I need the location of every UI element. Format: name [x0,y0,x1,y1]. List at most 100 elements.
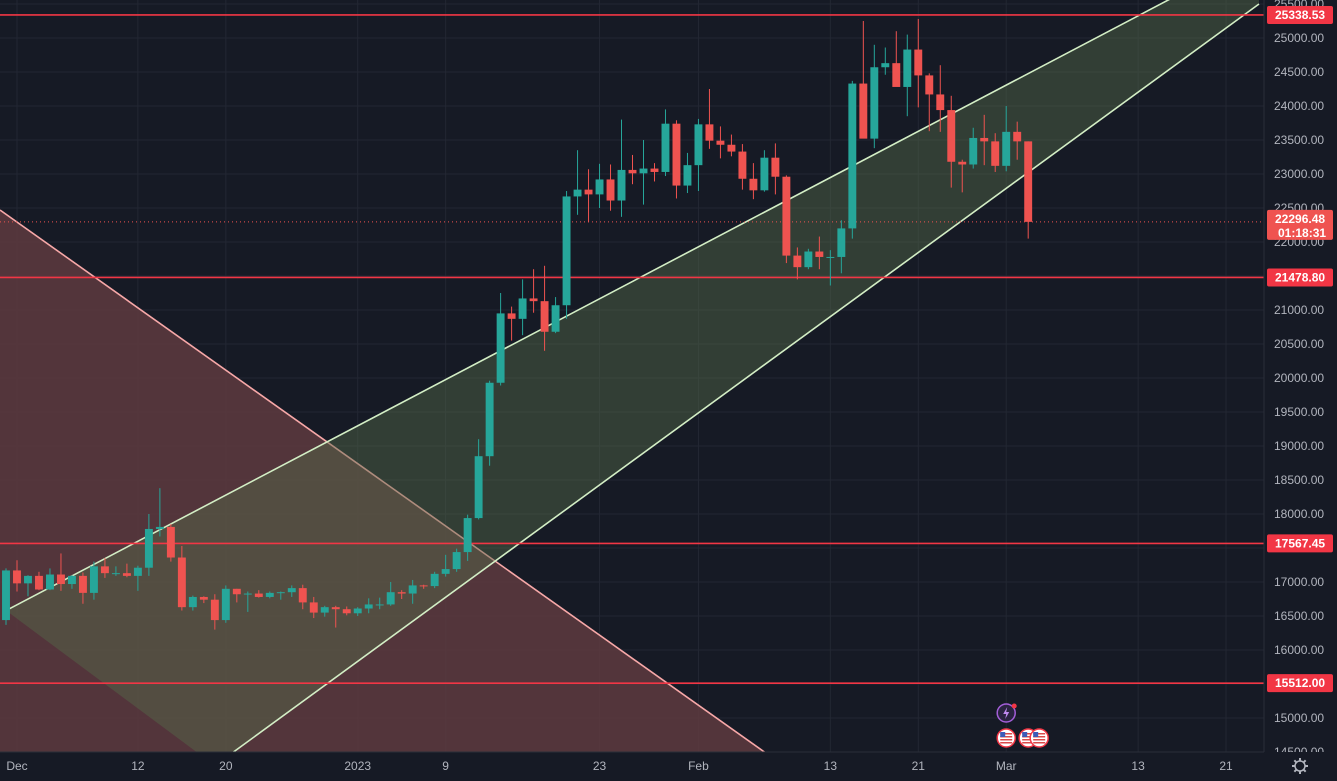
candle[interactable] [419,584,428,589]
candle[interactable] [540,265,549,351]
candle[interactable] [430,571,439,589]
candle[interactable] [771,143,780,195]
level-price-tag[interactable] [1267,268,1333,287]
channel-upper-line[interactable] [5,0,1259,612]
candle[interactable] [496,293,505,386]
candle[interactable] [518,279,527,336]
candle[interactable] [903,34,912,117]
channel-lower-line[interactable] [215,3,1260,766]
candle[interactable] [694,118,703,191]
candle[interactable] [793,247,802,280]
candle[interactable] [804,248,813,270]
candle[interactable] [177,545,186,611]
candle[interactable] [2,568,10,625]
descending-trend-line[interactable] [0,209,765,752]
candle[interactable] [35,571,43,591]
candle[interactable] [914,18,923,108]
candle[interactable] [936,65,945,132]
candle[interactable] [573,150,582,215]
candle[interactable] [78,572,87,604]
candle[interactable] [958,159,967,193]
candle[interactable] [342,606,351,616]
candle[interactable] [46,568,54,591]
candle[interactable] [815,236,824,270]
candle[interactable] [276,591,285,600]
candle[interactable] [56,553,65,591]
candle[interactable] [364,598,373,614]
candle[interactable] [859,21,868,139]
candle[interactable] [716,126,725,159]
candle[interactable] [892,31,901,87]
candle[interactable] [232,588,241,603]
lightning-icon[interactable] [996,703,1017,723]
candle[interactable] [122,563,131,578]
candle[interactable] [298,584,307,610]
level-price-tag[interactable] [1267,5,1333,24]
candle[interactable] [24,575,32,597]
candle[interactable] [595,163,604,208]
candle[interactable] [397,590,406,599]
candle[interactable] [166,524,175,562]
candle[interactable] [375,597,384,610]
candle[interactable] [199,596,208,604]
candle[interactable] [617,119,626,217]
candle[interactable] [925,73,934,132]
candle[interactable] [210,594,219,630]
candle[interactable] [639,140,648,205]
candle[interactable] [155,488,164,537]
level-price-tag[interactable] [1267,534,1333,553]
candle[interactable] [408,579,417,604]
candle[interactable] [947,95,956,188]
price-axis[interactable]: 14500.0015000.0015500.0016000.0016500.00… [1263,0,1337,781]
candle[interactable] [848,80,857,239]
candle[interactable] [782,175,791,264]
candle[interactable] [287,585,296,597]
candle[interactable] [331,605,340,628]
candle[interactable] [1024,141,1033,239]
candle[interactable] [826,250,835,286]
candle[interactable] [870,44,879,149]
candle[interactable] [980,114,989,166]
candle[interactable] [452,548,461,572]
candle[interactable] [507,306,516,341]
candle[interactable] [89,561,98,600]
current-price-tag[interactable] [1267,209,1333,240]
candle[interactable] [1002,106,1011,172]
candle[interactable] [144,514,153,576]
candle[interactable] [683,152,692,194]
candle[interactable] [551,297,560,334]
candle[interactable] [672,120,681,199]
candle[interactable] [441,554,450,577]
candle[interactable] [309,596,318,619]
candle[interactable] [628,154,637,185]
candle[interactable] [188,595,197,611]
candle[interactable] [100,558,109,578]
candle[interactable] [661,109,670,177]
candle[interactable] [727,134,736,157]
candle[interactable] [837,220,846,274]
candle[interactable] [705,89,714,149]
us-flag-icon[interactable] [996,728,1016,748]
candle[interactable] [254,590,263,598]
candle[interactable] [353,607,362,616]
candle[interactable] [221,585,230,623]
candle[interactable] [474,439,483,520]
candle[interactable] [760,150,769,192]
candle[interactable] [67,575,76,589]
time-axis[interactable]: Dec 12 20 2023 9 23 Feb 13 21 Mar 13 21 [0,751,1337,781]
candle[interactable] [969,127,978,169]
candle[interactable] [320,605,329,617]
candle[interactable] [991,133,1000,172]
candle[interactable] [1013,121,1022,160]
level-price-tag[interactable] [1267,674,1333,693]
candle[interactable] [529,269,538,313]
candle[interactable] [243,591,252,612]
candle[interactable] [463,514,472,561]
candle[interactable] [562,191,571,319]
candle[interactable] [133,565,142,591]
candle[interactable] [111,566,120,576]
candle[interactable] [265,591,274,599]
candle[interactable] [738,144,747,190]
